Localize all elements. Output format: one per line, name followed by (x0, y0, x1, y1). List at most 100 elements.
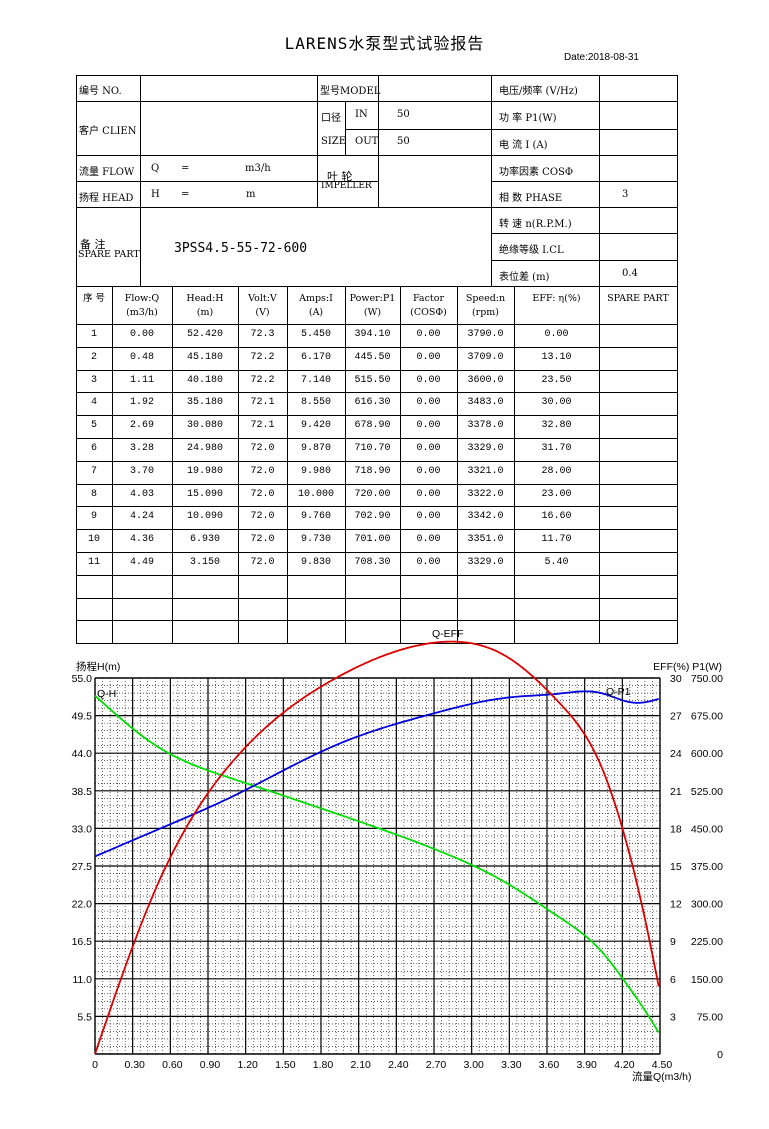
table-header: Power:P1 (W) (345, 292, 400, 320)
table-cell: 708.30 (354, 557, 391, 568)
eff-tick-label: 27 (670, 711, 682, 723)
left-tick-label: 11.0 (72, 974, 92, 986)
p1-tick-label: 450.00 (691, 823, 723, 835)
table-cell: 0.00 (416, 352, 441, 363)
p1-tick-label: 0 (717, 1049, 723, 1061)
x-tick-label: 2.10 (350, 1059, 371, 1071)
x-tick-label: 3.90 (576, 1059, 597, 1071)
meter-label: 表位差 (m) (499, 272, 550, 283)
table-cell: 9.980 (300, 466, 331, 477)
table-cell: 0.00 (416, 397, 441, 408)
table-header: Amps:I (A) (287, 292, 345, 320)
flow-q: Q (151, 163, 160, 174)
table-cell: 6 (90, 443, 97, 454)
header-line2: (A) (308, 307, 324, 318)
table-cell: 394.10 (354, 329, 391, 340)
table-cell: 0.00 (129, 329, 154, 340)
table-cell: 4.24 (129, 511, 154, 522)
table-cell: 2.69 (129, 420, 154, 431)
head-label: 扬程 HEAD (79, 193, 134, 204)
table-cell: 16.60 (541, 511, 572, 522)
table-header: Volt:V (V) (238, 292, 287, 320)
table-cell: 72.0 (250, 466, 275, 477)
table-cell: 52.420 (186, 329, 223, 340)
in-value: 50 (397, 109, 410, 120)
table-cell: 23.50 (541, 375, 572, 386)
remark-value: 3PSS4.5-55-72-600 (174, 241, 308, 256)
table-cell: 40.180 (186, 375, 223, 386)
table-cell: 3709.0 (467, 352, 504, 363)
table-cell: 3329.0 (467, 557, 504, 568)
chart-curves (94, 640, 660, 1054)
left-tick-label: 55.0 (72, 673, 93, 685)
speed-label: 转 速 n(R.P.M.) (499, 219, 572, 230)
in-label: IN (355, 109, 368, 120)
table-cell: 445.50 (354, 352, 391, 363)
table-header: SPARE PART (599, 292, 677, 306)
eff-tick-label: 18 (670, 823, 682, 835)
header-line2: (rpm) (471, 307, 500, 318)
header-line1: Flow:Q (124, 293, 160, 304)
table-cell: 8.550 (300, 397, 331, 408)
table-cell: 6.930 (189, 534, 220, 545)
table-cell: 19.980 (186, 466, 223, 477)
head-unit: m (246, 189, 256, 200)
table-cell: 0.00 (416, 420, 441, 431)
x-tick-label: 0.90 (200, 1059, 221, 1071)
table-cell: 31.70 (541, 443, 572, 454)
left-tick-label: 27.5 (72, 861, 93, 873)
insulation-label: 绝缘等级 I.CL (499, 245, 564, 256)
x-tick-label: 3.60 (539, 1059, 560, 1071)
power-label: 功 率 P1(W) (499, 113, 557, 124)
table-cell: 3321.0 (467, 466, 504, 477)
table-cell: 1 (90, 329, 97, 340)
remark-cn: 备 注 (80, 238, 106, 251)
table-cell: 8 (90, 489, 97, 500)
p1-tick-label: 600.00 (691, 748, 723, 760)
table-cell: 720.00 (354, 489, 391, 500)
left-axis-title: 扬程H(m) (76, 660, 120, 673)
table-cell: 0.00 (416, 329, 441, 340)
table-cell: 0.00 (416, 443, 441, 454)
out-label: OUT (355, 136, 379, 147)
report-title: LARENS水泵型式试验报告 (284, 34, 485, 53)
out-value: 50 (397, 136, 410, 147)
left-tick-label: 49.5 (72, 711, 93, 723)
table-cell: 0.00 (416, 466, 441, 477)
table-cell: 9.420 (300, 420, 331, 431)
eff-tick-label: 15 (670, 861, 682, 873)
table-cell: 0.48 (129, 352, 154, 363)
p1-tick-label: 525.00 (691, 786, 723, 798)
remark-en: SPARE PART (78, 249, 140, 260)
table-cell: 32.80 (541, 420, 572, 431)
table-cell: 7.140 (300, 375, 331, 386)
table-cell: 3378.0 (467, 420, 504, 431)
p1-tick-label: 300.00 (691, 899, 723, 911)
table-header: EFF: η(%) (514, 292, 599, 306)
series-line (94, 694, 660, 1033)
x-tick-label: 4.20 (614, 1059, 635, 1071)
table-cell: 1.92 (129, 397, 154, 408)
table-cell: 9.760 (300, 511, 331, 522)
table-cell: 45.180 (186, 352, 223, 363)
table-header: Speed:n (rpm) (457, 292, 514, 320)
meter-value: 0.4 (622, 268, 638, 279)
table-cell: 35.180 (186, 397, 223, 408)
table-cell: 9.870 (300, 443, 331, 454)
x-tick-label: 2.70 (426, 1059, 447, 1071)
eff-tick-label: 9 (670, 936, 676, 948)
header-line1: Factor (412, 293, 444, 304)
p1-tick-label: 150.00 (691, 974, 723, 986)
table-cell: 3351.0 (467, 534, 504, 545)
table-cell: 10 (87, 534, 100, 545)
chart-labels: 0 0.30 0.60 0.90 1.20 1.50 1.80 2.10 2.40 2.70 3.0… (72, 628, 724, 1083)
phase-label: 相 数 PHASE (499, 193, 563, 204)
header-line1: Volt:V (248, 293, 277, 304)
table-cell: 72.2 (250, 352, 275, 363)
table-cell: 3.150 (189, 557, 220, 568)
table-cell: 3.70 (129, 466, 154, 477)
x-tick-label: 0.60 (162, 1059, 183, 1071)
table-cell: 11.70 (541, 534, 572, 545)
table-cell: 13.10 (541, 352, 572, 363)
table-cell: 3790.0 (467, 329, 504, 340)
